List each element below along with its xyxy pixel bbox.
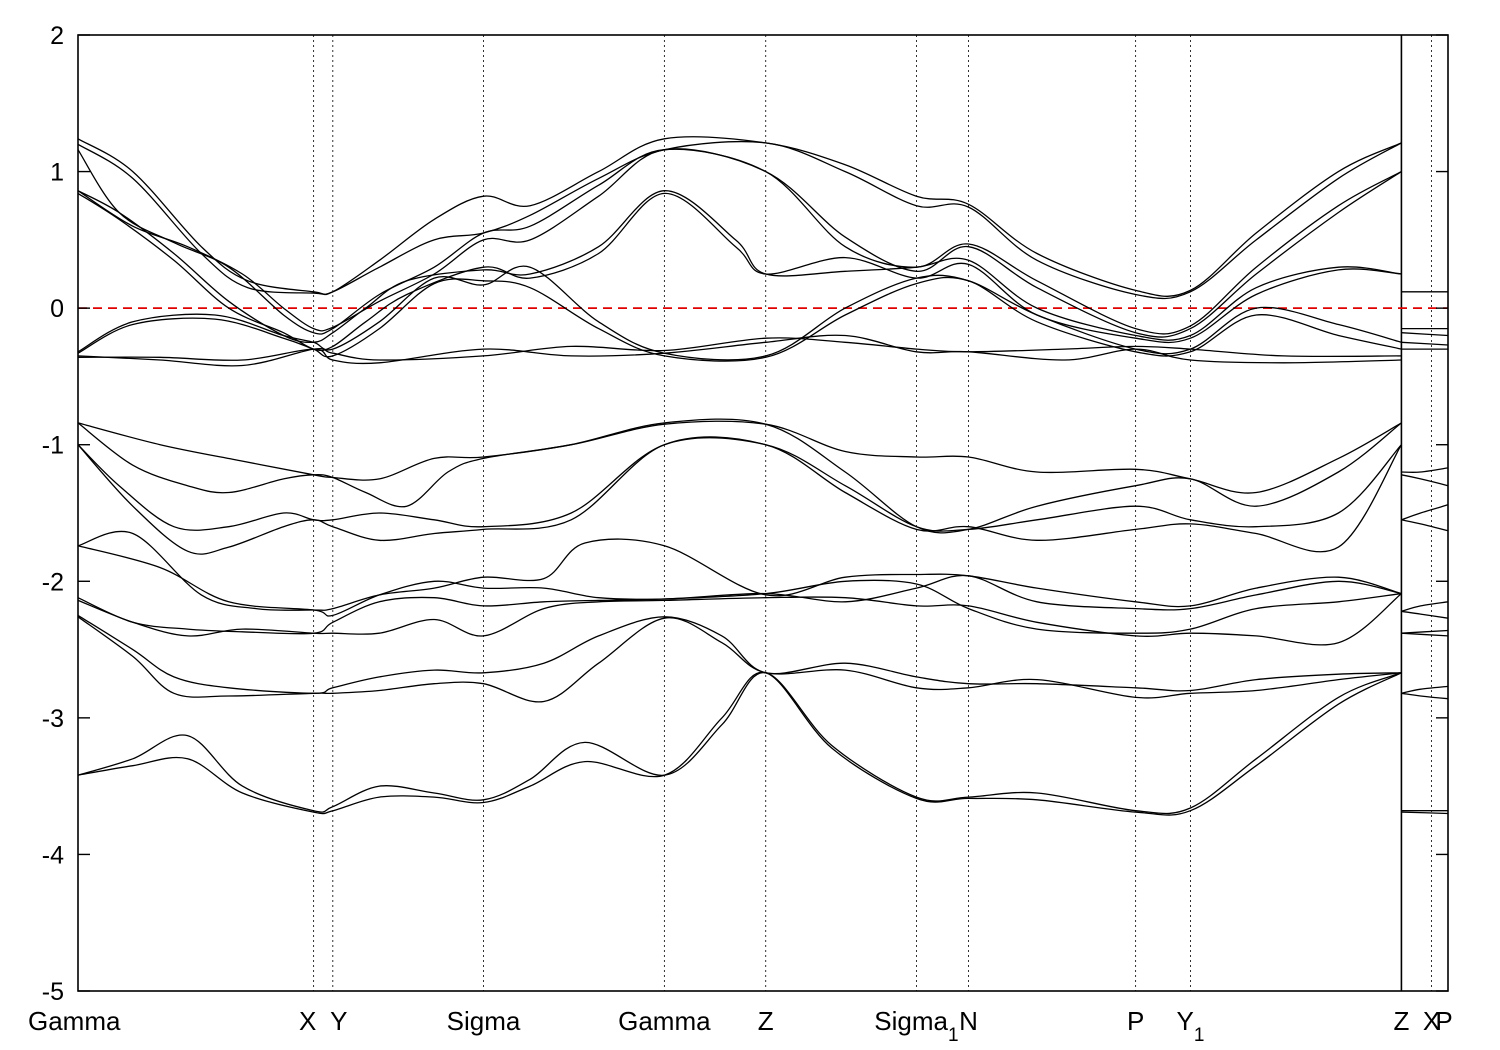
band-line-11 [77,418,1402,534]
kpoint-label-2: Y [330,1006,347,1036]
band-line-8 [77,337,1402,367]
kpoint-label-7: N [959,1006,978,1036]
plot-border [77,34,1449,992]
band-line-21 [77,671,1402,816]
band-line-28 [1401,474,1449,487]
plot-frame [77,34,1449,992]
kpoint-label-1: X [299,1006,316,1036]
band-line-14 [77,530,1402,611]
y-axis-ticks: 2 1 0 -1 -2 -3 -4 -5 [42,22,1448,1006]
band-line-30 [1401,519,1449,532]
y-tick-label-2: 0 [50,295,64,323]
y-tick-label-0: 2 [50,22,64,50]
y-tick-label-4: -2 [42,568,64,596]
kpoint-label-12: P [1435,1006,1452,1036]
kpoint-label-sub-9: 1 [1194,1025,1205,1046]
kpoint-divider-lines [313,35,1432,991]
y-tick-label-3: -1 [42,432,64,460]
band-line-36 [1401,692,1449,700]
kpoint-label-0: Gamma [28,1006,121,1036]
band-line-35 [1401,685,1449,694]
kpoint-label-3: Sigma [447,1006,521,1036]
y-tick-label-1: 1 [50,159,64,187]
y-tick-label-5: -3 [42,705,64,733]
band-line-29 [1401,504,1449,521]
y-tick-label-6: -4 [42,841,64,869]
band-line-16 [77,579,1402,635]
band-line-20 [77,672,1402,815]
kpoint-label-sub-6: 1 [948,1025,959,1046]
band-line-2 [77,148,1402,335]
band-line-0 [77,136,1402,297]
kpoint-label-5: Z [758,1006,774,1036]
band-line-25 [1401,341,1449,346]
band-line-34 [1401,632,1449,637]
y-tick-label-7: -5 [42,978,64,1006]
band-line-27 [1401,467,1449,473]
kpoint-label-11: X [1423,1006,1440,1036]
kpoint-label-4: Gamma [618,1006,711,1036]
kpoint-label-10: Z [1393,1006,1409,1036]
kpoint-label-8: P [1127,1006,1144,1036]
band-lines [77,136,1449,816]
band-line-9 [77,334,1402,365]
band-line-24 [1401,332,1449,337]
band-line-5 [77,192,1402,352]
band-line-38 [1401,811,1449,815]
band-line-17 [77,593,1402,646]
band-line-31 [1401,601,1449,612]
band-line-19 [77,616,1402,703]
band-line-32 [1401,610,1449,619]
band-line-3 [77,148,1402,338]
band-line-13 [77,436,1402,555]
band-line-18 [77,614,1402,694]
